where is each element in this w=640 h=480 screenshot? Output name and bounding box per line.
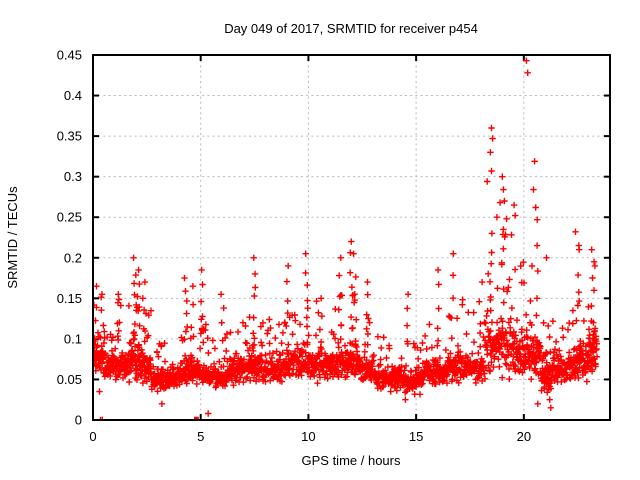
- grid-lines: [93, 55, 610, 420]
- y-tick-label: 0.45: [57, 48, 82, 63]
- y-tick-label: 0.1: [64, 331, 82, 346]
- x-axis-label: GPS time / hours: [302, 453, 401, 468]
- y-tick-label: 0.4: [64, 88, 82, 103]
- plot-border: [92, 54, 611, 421]
- x-tick-label: 10: [301, 429, 315, 444]
- x-tick-label: 20: [517, 429, 531, 444]
- y-tick-label: 0.05: [57, 372, 82, 387]
- y-tick-label: 0.3: [64, 169, 82, 184]
- y-tick-label: 0.25: [57, 210, 82, 225]
- x-tick-label: 0: [89, 429, 96, 444]
- y-tick-label: 0: [75, 413, 82, 428]
- y-axis-tick-labels: 0 0.05 0.1 0.15 0.2 0.25 0.3 0.35 0.4 0.45: [57, 48, 82, 428]
- y-tick-label: 0.15: [57, 291, 82, 306]
- chart-title: Day 049 of 2017, SRMTID for receiver p45…: [224, 21, 478, 36]
- y-tick-label: 0.2: [64, 250, 82, 265]
- y-axis-label: SRMTID / TECUs: [5, 186, 20, 289]
- x-tick-label: 15: [409, 429, 423, 444]
- y-tick-label: 0.35: [57, 129, 82, 144]
- x-axis-tick-labels: 0 5 10 15 20: [89, 429, 531, 444]
- x-tick-label: 5: [197, 429, 204, 444]
